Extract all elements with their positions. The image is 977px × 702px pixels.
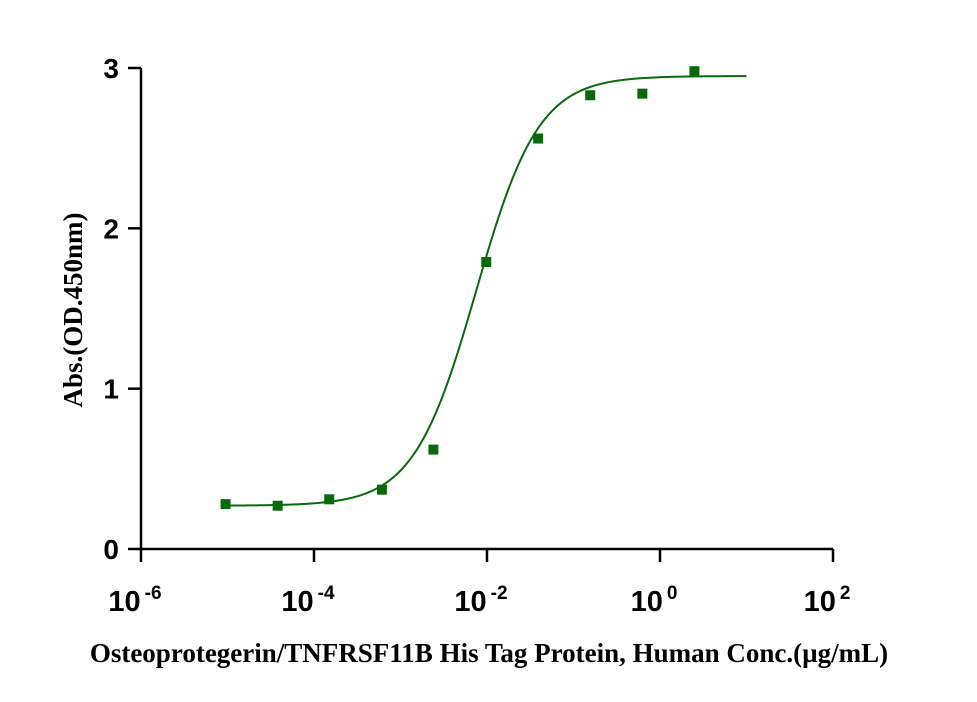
- data-point: [272, 500, 283, 511]
- y-tick-label: 3: [103, 53, 119, 84]
- x-axis-ticks: 10 -6 10 -4 10 -2 10 0 10 2: [108, 549, 850, 618]
- data-point: [481, 257, 492, 268]
- data-point: [376, 484, 387, 495]
- data-point: [220, 499, 231, 510]
- data-point: [689, 66, 700, 77]
- x-tick-label: 10 -6: [108, 583, 161, 618]
- fit-curve: [225, 75, 747, 507]
- data-point: [585, 90, 596, 101]
- x-axis-title: Osteoprotegerin/TNFRSF11B His Tag Protei…: [90, 638, 888, 668]
- y-tick-label: 0: [103, 534, 119, 565]
- data-point: [428, 444, 439, 455]
- x-tick-label: 10 -4: [281, 583, 335, 618]
- data-point: [533, 133, 544, 144]
- data-point: [324, 494, 335, 505]
- data-point: [637, 88, 648, 99]
- y-tick-label: 2: [103, 213, 119, 244]
- y-axis-title: Abs.(OD.450nm): [58, 212, 88, 407]
- x-tick-label: 10 -2: [454, 583, 507, 618]
- y-axis-ticks: 0 1 2 3: [103, 53, 141, 565]
- x-tick-label: 10 0: [631, 583, 678, 618]
- x-tick-label: 10 2: [804, 583, 851, 618]
- y-tick-label: 1: [103, 374, 119, 405]
- data-points: [220, 66, 700, 511]
